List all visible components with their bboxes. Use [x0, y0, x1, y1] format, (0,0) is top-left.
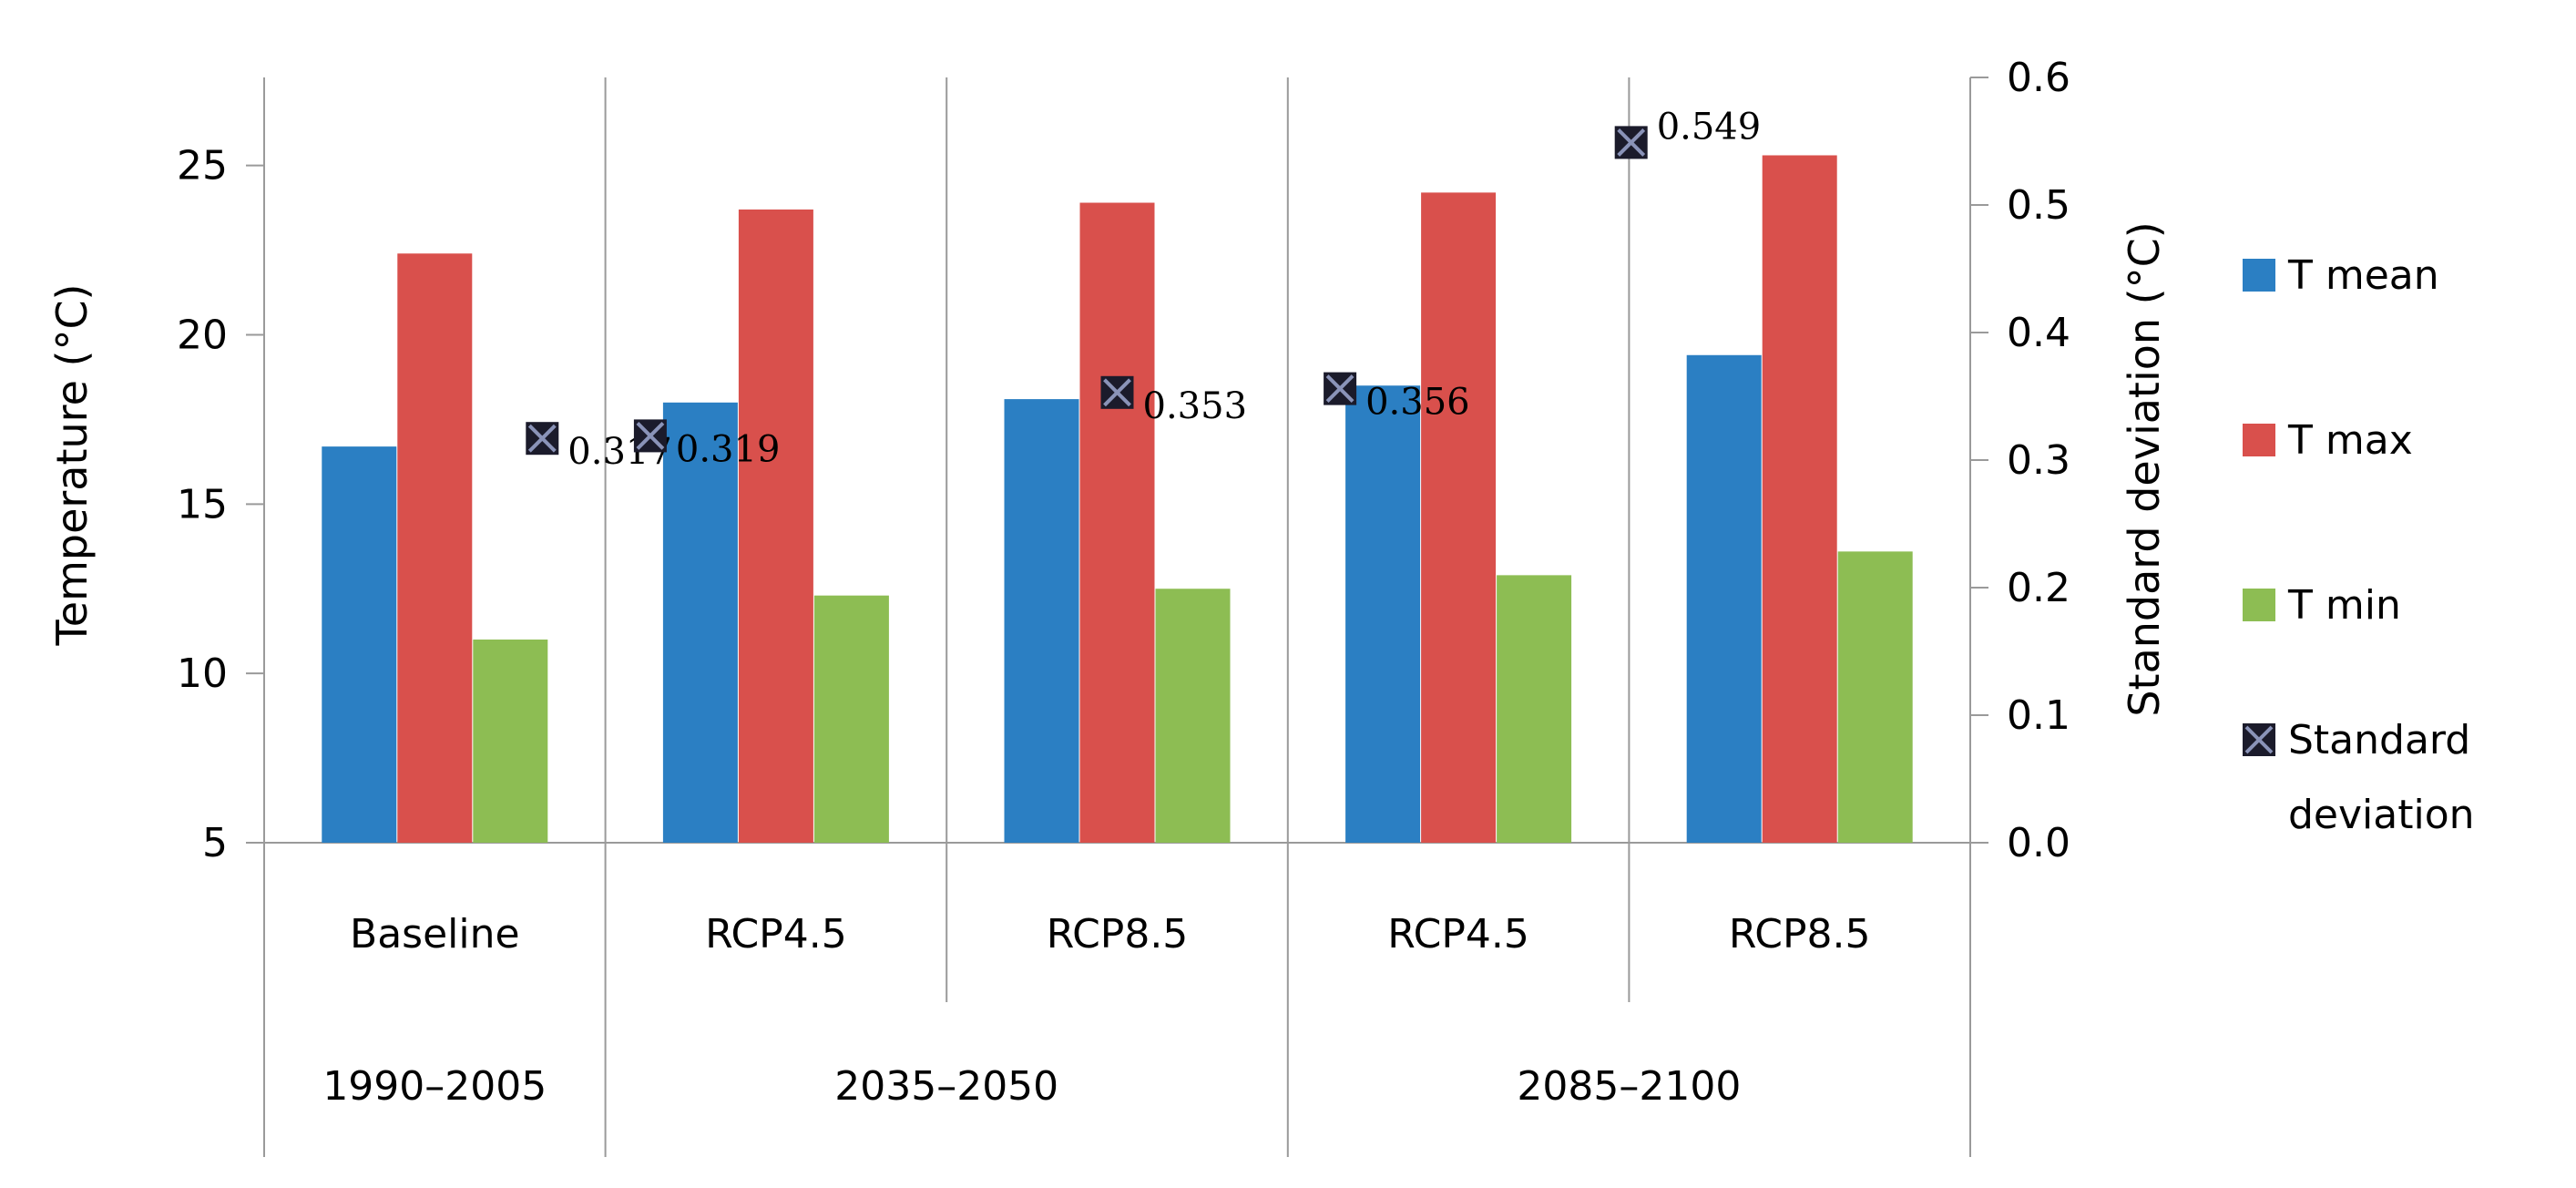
y2-axis-title: Standard deviation (°C) — [2120, 221, 2169, 716]
bar-t-mean — [1345, 385, 1421, 843]
period-group-label: 2085–2100 — [1517, 1063, 1741, 1110]
legend-label: T mean — [2287, 252, 2439, 299]
category-label: RCP4.5 — [1387, 911, 1529, 958]
legend-swatch — [2243, 424, 2275, 456]
sd-marker — [633, 419, 667, 453]
y-tick-label: 10 — [177, 650, 228, 697]
legend-swatch-cross — [2244, 725, 2274, 754]
bar-t-max — [1079, 202, 1155, 844]
sd-marker-cross — [1325, 374, 1354, 404]
y2-tick-label: 0.4 — [2007, 310, 2070, 356]
bar-t-mean — [1686, 354, 1762, 843]
chart-bars — [322, 155, 1913, 844]
bar-t-max — [1762, 155, 1837, 844]
sd-marker-cross — [1103, 378, 1131, 407]
bar-t-min — [1837, 551, 1913, 843]
period-group-label: 2035–2050 — [834, 1063, 1058, 1110]
legend-label: T min — [2287, 582, 2401, 629]
bar-t-min — [1155, 589, 1231, 843]
sd-data-label: 0.353 — [1143, 385, 1248, 427]
bar-t-mean — [1004, 399, 1079, 843]
y2-tick-label: 0.2 — [2007, 565, 2070, 611]
y2-tick-label: 0.0 — [2007, 820, 2070, 866]
period-group-label: 1990–2005 — [322, 1063, 547, 1110]
category-label: Baseline — [350, 911, 520, 958]
legend-label: Standard deviation — [2288, 717, 2475, 838]
sd-marker-cross — [636, 421, 665, 450]
y-tick-label: 20 — [177, 312, 228, 358]
y2-tick-label: 0.3 — [2007, 437, 2070, 484]
bar-t-min — [813, 595, 889, 843]
bar-t-min — [1497, 575, 1572, 843]
legend-swatch — [2243, 589, 2275, 621]
sd-marker — [1324, 372, 1357, 405]
y2-tick-label: 0.5 — [2007, 182, 2070, 229]
bar-t-min — [473, 639, 548, 843]
sd-data-label: 0.319 — [676, 428, 781, 470]
y-axis-title: Temperature (°C) — [47, 283, 97, 646]
y-tick-label: 5 — [202, 820, 228, 866]
sd-marker-cross — [527, 424, 557, 453]
y2-tick-label: 0.6 — [2007, 55, 2070, 101]
legend-swatch — [2243, 259, 2275, 292]
chart-axes: 5 10 15 20 25 0.0 0.1 0.2 0.3 0.4 0.5 0.6 Baseline RC… — [177, 55, 2070, 1157]
category-label: RCP8.5 — [1047, 911, 1189, 958]
sd-data-label: 0.356 — [1365, 382, 1470, 424]
chart-legend: T mean T max T min Standard deviation — [2243, 252, 2475, 838]
sd-marker — [526, 422, 559, 456]
sd-marker-cross — [1617, 128, 1646, 157]
bar-t-mean — [322, 446, 397, 843]
sd-data-label: 0.549 — [1657, 106, 1762, 148]
bar-t-mean — [662, 402, 738, 843]
sd-marker — [1614, 126, 1648, 159]
y-tick-label: 25 — [177, 143, 228, 189]
y2-tick-label: 0.1 — [2007, 692, 2070, 739]
bar-t-max — [1421, 192, 1497, 843]
legend-label: T max — [2287, 417, 2413, 464]
bar-t-max — [738, 209, 813, 843]
sd-marker — [1100, 375, 1134, 409]
y-tick-label: 15 — [177, 481, 228, 527]
category-label: RCP4.5 — [705, 911, 847, 958]
category-label: RCP8.5 — [1729, 911, 1871, 958]
bar-t-max — [397, 253, 473, 844]
